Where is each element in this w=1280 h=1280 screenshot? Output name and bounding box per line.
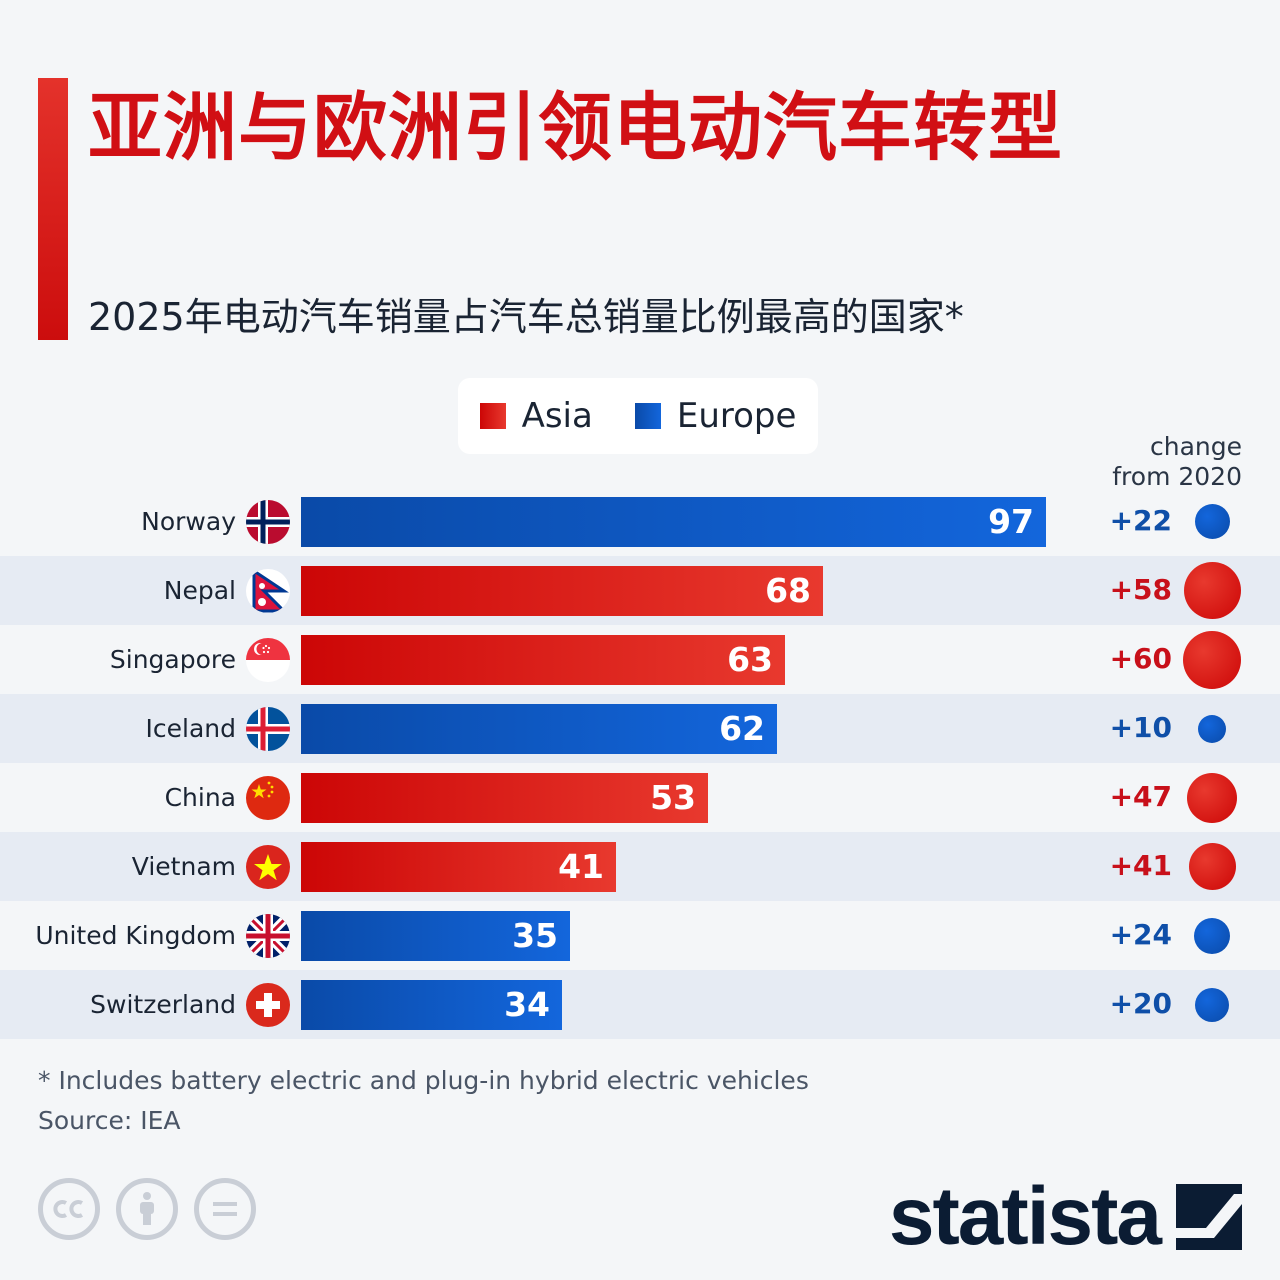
change-header-line2: from 2020	[1112, 462, 1242, 491]
category-label: United Kingdom	[35, 920, 236, 950]
legend-item-europe: Europe	[634, 396, 797, 436]
bar	[301, 496, 1046, 547]
change-dot	[1194, 917, 1230, 954]
bar	[301, 841, 616, 892]
legend-swatch-europe	[634, 403, 661, 429]
attribution-icon	[116, 1178, 178, 1240]
change-dot	[1198, 714, 1226, 743]
bar	[301, 703, 777, 754]
change-value-label: +22	[1109, 503, 1172, 537]
license-icons	[38, 1178, 256, 1240]
source-note: Source: IEA	[38, 1106, 181, 1135]
switzerland-flag-icon	[246, 982, 290, 1027]
category-label: Switzerland	[90, 989, 236, 1019]
legend-label-europe: Europe	[676, 396, 797, 436]
change-value-label: +41	[1109, 848, 1172, 882]
change-column-header: change from 2020	[1082, 432, 1242, 492]
bar-value-label: 62	[719, 708, 765, 748]
brand-wordmark: statista	[888, 1171, 1162, 1262]
change-dot	[1183, 562, 1241, 619]
change-dot	[1187, 772, 1237, 823]
change-value-label: +20	[1109, 986, 1172, 1020]
change-header-line1: change	[1149, 432, 1242, 461]
united-kingdom-flag-icon	[246, 913, 290, 958]
change-dot	[1195, 987, 1229, 1022]
bar-value-label: 68	[765, 570, 811, 610]
legend-item-asia: Asia	[479, 396, 593, 436]
category-label: Iceland	[145, 713, 236, 743]
bar-value-label: 35	[512, 915, 558, 955]
bar	[301, 634, 785, 685]
bar	[301, 565, 823, 616]
category-label: China	[164, 782, 236, 812]
norway-flag-icon	[246, 499, 290, 544]
legend-swatch-asia	[479, 403, 506, 429]
bar	[301, 772, 708, 823]
row-band	[0, 832, 1280, 901]
category-label: Singapore	[109, 644, 236, 674]
category-label: Vietnam	[131, 851, 236, 881]
no-derivatives-icon	[194, 1178, 256, 1240]
statista-mark-icon	[1176, 1184, 1242, 1250]
legend-label-asia: Asia	[521, 396, 593, 436]
title-accent-bar	[38, 78, 68, 340]
category-label: Nepal	[163, 575, 236, 605]
chart-title: 亚洲与欧洲引领电动汽车转型	[88, 85, 1063, 171]
bar-value-label: 97	[988, 501, 1034, 541]
iceland-flag-icon	[246, 706, 290, 751]
bar	[301, 910, 570, 961]
change-value-label: +10	[1109, 710, 1172, 744]
bar-value-label: 41	[558, 846, 604, 886]
change-dot	[1194, 504, 1230, 539]
change-value-label: +58	[1109, 572, 1172, 606]
change-dot	[1183, 630, 1241, 689]
row-band	[0, 970, 1280, 1039]
china-flag-icon	[246, 775, 290, 820]
singapore-flag-icon	[246, 637, 290, 682]
cc-icon	[38, 1178, 100, 1240]
footnote: * Includes battery electric and plug-in …	[38, 1066, 809, 1095]
chart-subtitle: 2025年电动汽车销量占汽车总销量比例最高的国家*	[88, 295, 964, 339]
bar-value-label: 53	[650, 777, 696, 817]
change-dot	[1188, 843, 1236, 890]
bar	[301, 979, 562, 1030]
change-value-label: +60	[1109, 641, 1172, 675]
legend: Asia Europe	[458, 378, 818, 454]
bar-value-label: 34	[504, 984, 550, 1024]
vietnam-flag-icon	[246, 844, 290, 889]
change-value-label: +24	[1109, 917, 1172, 951]
category-label: Norway	[141, 506, 236, 536]
statista-logo: statista	[889, 1170, 1242, 1264]
nepal-flag-icon	[246, 568, 290, 613]
change-value-label: +47	[1109, 779, 1172, 813]
bar-value-label: 63	[727, 639, 773, 679]
